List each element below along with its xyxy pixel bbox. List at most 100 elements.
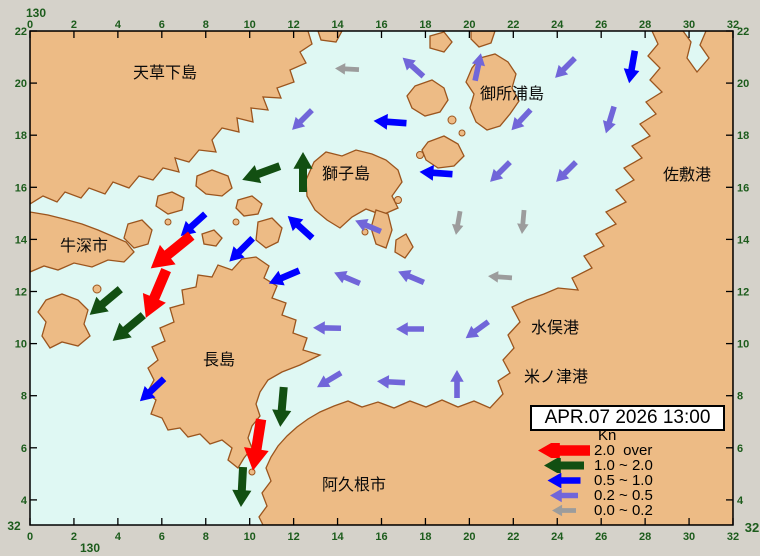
- current-arrow: [150, 231, 195, 269]
- x-tick-label: 32: [727, 19, 739, 31]
- place-name: 米ノ津港: [524, 368, 588, 386]
- island: [155, 191, 185, 215]
- y-tick-label: 10: [15, 339, 27, 351]
- current-arrow: [490, 160, 512, 182]
- island: [195, 169, 233, 197]
- y-tick-label: 14: [737, 234, 750, 246]
- x-tick-label: 28: [639, 531, 651, 543]
- current-arrow: [556, 160, 578, 182]
- current-arrow: [555, 56, 577, 78]
- y-tick-label: 20: [15, 78, 27, 90]
- timestamp-display: APR.07 2026 13:00: [530, 405, 725, 431]
- y-tick-label: 10: [737, 339, 749, 351]
- x-tick-label: 18: [419, 19, 431, 31]
- land-areas: [30, 31, 733, 525]
- x-tick-label: 20: [463, 531, 475, 543]
- current-arrow: [451, 210, 464, 235]
- current-arrow: [377, 375, 406, 389]
- current-arrow: [292, 108, 314, 130]
- current-arrow: [623, 50, 640, 84]
- current-arrow: [511, 107, 533, 131]
- current-arrow: [229, 235, 256, 262]
- islet: [416, 151, 424, 159]
- x-tick-label: 30: [683, 19, 695, 31]
- island: [305, 149, 403, 229]
- place-name: 阿久根市: [322, 476, 386, 494]
- legend-item: 0.0 ~ 0.2: [530, 503, 740, 518]
- current-arrow: [334, 270, 361, 287]
- current-arrow: [355, 218, 382, 235]
- x-tick-label: 24: [551, 19, 564, 31]
- place-name: 水俣港: [531, 319, 579, 337]
- current-arrow: [450, 370, 464, 398]
- x-tick-label: 4: [115, 531, 122, 543]
- legend-item-label: 0.0 ~ 0.2: [594, 502, 653, 519]
- legend-item-label: 0.5 ~ 1.0: [594, 472, 653, 489]
- x-tick-label: 12: [288, 19, 300, 31]
- legend-rows: 2.0 over 1.0 ~ 2.0 0.5 ~ 1.0 0.2 ~ 0.5 0.0 ~…: [530, 443, 740, 518]
- island: [201, 229, 223, 247]
- x-tick-label: 16: [375, 19, 387, 31]
- current-arrow: [89, 286, 123, 315]
- y-tick-label: 6: [737, 443, 743, 455]
- y-tick-label: 8: [737, 391, 743, 403]
- current-arrow: [272, 386, 292, 427]
- current-arrow: [517, 209, 529, 234]
- current-arrow: [335, 63, 360, 75]
- current-arrow: [268, 267, 301, 286]
- x-tick-label: 22: [507, 531, 519, 543]
- place-name: 長島: [203, 351, 235, 369]
- island: [255, 217, 283, 249]
- x-tick-label: 18: [419, 531, 431, 543]
- x-tick-label: 8: [203, 531, 209, 543]
- x-tick-label: 8: [203, 19, 209, 31]
- x-tick-label: 6: [159, 531, 165, 543]
- legend-item: 2.0 over: [530, 443, 740, 458]
- x-tick-label: 14: [331, 531, 344, 543]
- legend-arrow-icon: [547, 473, 581, 488]
- longitude-label: 130: [26, 6, 46, 20]
- y-tick-label: 4: [21, 495, 28, 507]
- x-tick-label: 20: [463, 19, 475, 31]
- current-arrow: [402, 57, 426, 79]
- x-tick-label: 28: [639, 19, 651, 31]
- current-arrow: [396, 322, 424, 336]
- y-tick-label: 18: [737, 130, 749, 142]
- legend-arrow-icon: [550, 488, 578, 503]
- current-arrow: [471, 53, 486, 82]
- current-arrow: [419, 164, 453, 181]
- x-tick-label: 2: [71, 531, 77, 543]
- island: [470, 31, 496, 48]
- y-tick-label: 4: [737, 495, 744, 507]
- legend-item: 1.0 ~ 2.0: [530, 458, 740, 473]
- axis-ticks: 0022446688101012121414161618182020222224…: [7, 6, 759, 555]
- island: [30, 31, 313, 205]
- x-tick-label: 2: [71, 19, 77, 31]
- place-name: 佐敷港: [663, 165, 711, 184]
- x-tick-label: 16: [375, 531, 387, 543]
- y-tick-label: 16: [737, 182, 749, 194]
- y-tick-label: 8: [21, 391, 27, 403]
- legend-item: 0.5 ~ 1.0: [530, 473, 740, 488]
- latitude-label: 32: [745, 520, 759, 535]
- current-arrow: [313, 321, 342, 335]
- legend-arrow-icon: [538, 443, 590, 458]
- place-name: 天草下島: [133, 64, 197, 82]
- x-tick-label: 10: [244, 19, 256, 31]
- current-arrow: [142, 268, 171, 318]
- islet: [447, 115, 457, 125]
- place-name: 御所浦島: [480, 85, 544, 103]
- y-tick-label: 14: [15, 234, 28, 246]
- current-arrow: [180, 211, 208, 237]
- current-arrow: [465, 319, 490, 339]
- island: [123, 219, 153, 249]
- y-tick-label: 16: [15, 182, 27, 194]
- island: [317, 31, 343, 43]
- current-arrow: [287, 215, 315, 241]
- x-tick-label: 10: [244, 531, 256, 543]
- x-tick-label: 26: [595, 531, 607, 543]
- legend-arrow-icon: [552, 504, 576, 517]
